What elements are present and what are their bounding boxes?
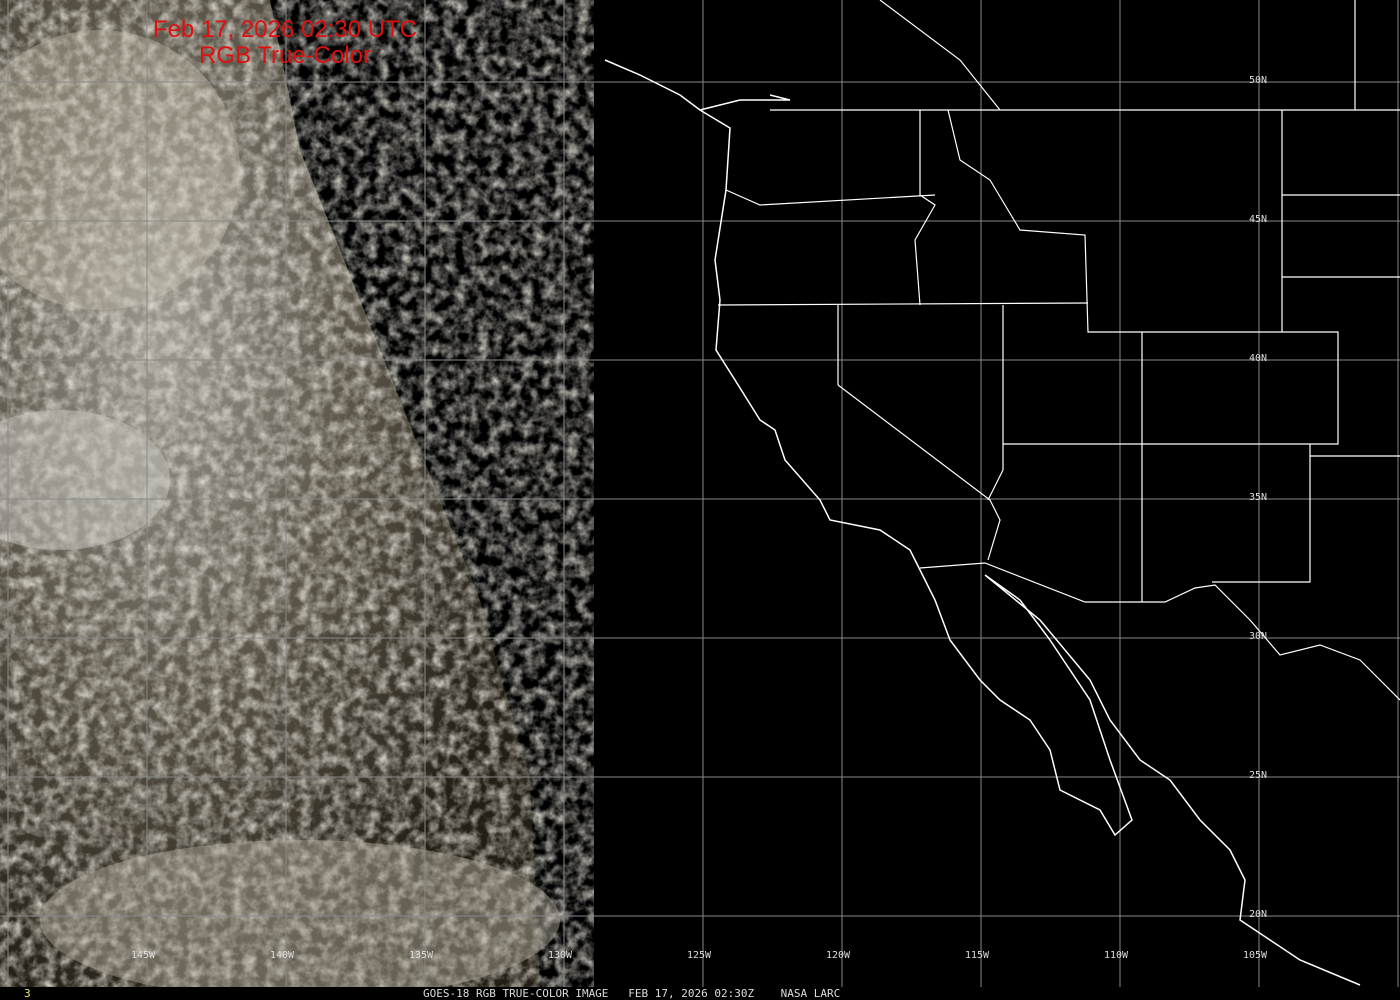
- borders: [717, 0, 1400, 701]
- lon-label: 135W: [409, 950, 434, 961]
- lon-label: 125W: [687, 950, 712, 961]
- lat-label: 50N: [1249, 75, 1268, 86]
- lat-label: 40N: [1249, 353, 1268, 364]
- lat-label: 35N: [1249, 492, 1268, 503]
- coastlines: [604, 59, 1361, 986]
- lon-label: 110W: [1104, 950, 1129, 961]
- lon-label: 105W: [1243, 950, 1268, 961]
- lat-label: 20N: [1249, 909, 1268, 920]
- lon-label: 120W: [826, 950, 851, 961]
- lon-label: 145W: [131, 950, 156, 961]
- product-name: RGB True-Color: [198, 42, 372, 69]
- footer-bar: 3 GOES-18 RGB TRUE-COLOR IMAGE FEB 17, 2…: [0, 987, 1400, 1000]
- lat-label: 45N: [1249, 214, 1268, 225]
- frame-number: 3: [24, 987, 31, 1000]
- footer-caption: GOES-18 RGB TRUE-COLOR IMAGE FEB 17, 202…: [423, 987, 841, 1000]
- lon-label: 115W: [965, 950, 990, 961]
- cloud-band: [0, 30, 240, 310]
- image-timestamp: Feb 17, 2026 02:30 UTC: [152, 16, 418, 43]
- cloud-band: [40, 840, 560, 987]
- lon-label: 130W: [548, 950, 573, 961]
- lat-label: 25N: [1249, 770, 1268, 781]
- lat-label: 30N: [1249, 631, 1268, 642]
- cloud-band: [0, 410, 170, 550]
- cloud-texture: [0, 0, 540, 987]
- lon-label: 140W: [270, 950, 295, 961]
